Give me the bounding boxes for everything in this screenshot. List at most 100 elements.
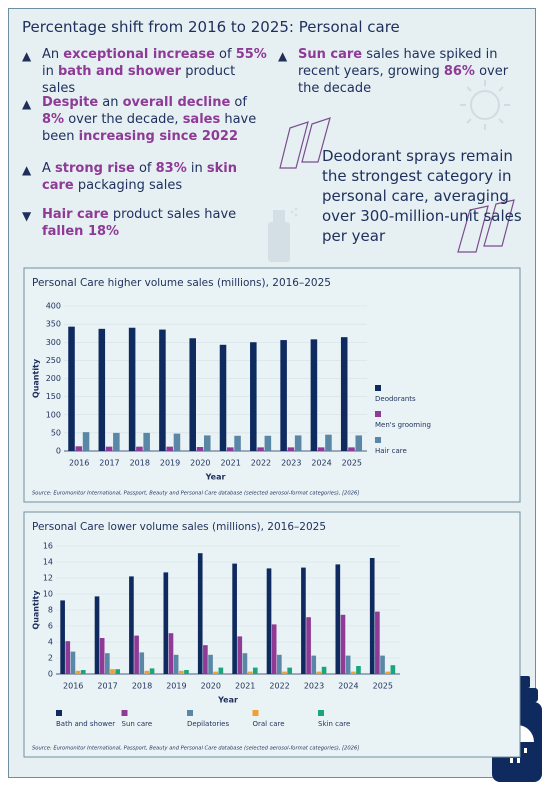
x-tick-label: 2016: [63, 682, 83, 691]
highlight-text: Sun care: [298, 47, 363, 62]
bar: [159, 329, 166, 451]
bar: [355, 435, 363, 451]
bullet-marker: ▲: [22, 97, 32, 111]
bar: [173, 654, 179, 674]
bar: [282, 671, 287, 674]
bar: [168, 633, 174, 674]
x-tick-label: 2024: [338, 682, 358, 691]
bullet-text: over the decade: [298, 64, 509, 96]
bullet-text: of: [214, 47, 236, 62]
y-tick-label: 16: [43, 542, 53, 551]
bar: [105, 653, 110, 674]
y-tick-label: 4: [48, 638, 53, 647]
bar: [317, 447, 325, 451]
quote: Deodorant sprays remain the strongest ca…: [322, 147, 522, 245]
x-tick-label: 2021: [220, 459, 240, 468]
x-axis-label: Year: [205, 473, 226, 482]
bullet-text: over the decade,: [64, 112, 183, 127]
bar: [335, 564, 341, 674]
bar: [271, 624, 277, 674]
bar: [197, 553, 203, 674]
bar: [287, 667, 292, 674]
legend-swatch: [56, 710, 62, 716]
legend-swatch: [318, 710, 324, 716]
highlight-text: overall decline: [122, 95, 231, 110]
bullet-text: packaging sales: [73, 178, 183, 193]
legend-swatch: [187, 710, 193, 716]
y-tick-label: 6: [48, 622, 53, 631]
y-tick-label: 8: [48, 606, 53, 615]
legend-label: Bath and shower: [56, 720, 115, 728]
bar: [385, 671, 391, 674]
bar: [310, 339, 318, 451]
x-tick-label: 2018: [132, 682, 152, 691]
source-note: Source: Euromonitor International, Passp…: [32, 746, 359, 752]
x-tick-label: 2017: [99, 459, 119, 468]
x-tick-label: 2023: [304, 682, 324, 691]
highlight-text: skin care: [42, 161, 237, 193]
bar: [266, 568, 272, 674]
bar: [321, 666, 327, 674]
bar: [213, 671, 219, 674]
bullet-marker: ▼: [22, 209, 32, 223]
y-tick-label: 150: [46, 392, 61, 401]
chart-title: Personal Care higher volume sales (milli…: [32, 277, 331, 289]
x-tick-label: 2019: [160, 459, 180, 468]
legend-swatch: [252, 710, 259, 716]
bar: [166, 446, 173, 451]
x-axis-label: Year: [217, 696, 238, 705]
x-tick-label: 2020: [190, 459, 210, 468]
legend-label: Depilatories: [187, 720, 229, 728]
bar: [136, 446, 143, 451]
bar: [250, 342, 257, 451]
bullet-marker: ▲: [278, 49, 288, 63]
bullet-marker: ▲: [22, 163, 32, 177]
bar: [277, 654, 282, 674]
bar: [68, 326, 75, 451]
x-tick-label: 2025: [342, 459, 362, 468]
bar: [115, 669, 120, 674]
x-tick-label: 2017: [97, 682, 117, 691]
bar: [227, 447, 234, 451]
bar: [252, 667, 258, 674]
bar: [232, 563, 237, 674]
bar: [129, 576, 134, 674]
bar: [184, 670, 189, 674]
y-tick-label: 100: [46, 410, 61, 419]
y-tick-label: 12: [43, 574, 53, 583]
bar: [98, 328, 106, 451]
bar: [196, 447, 204, 451]
bar: [325, 434, 332, 451]
bar: [340, 614, 346, 674]
bar: [144, 670, 150, 674]
highlight-text: strong rise: [55, 161, 135, 176]
legend-label: Sun care: [122, 720, 153, 728]
bar: [311, 655, 317, 674]
bar: [60, 600, 65, 674]
y-tick-label: 2: [48, 654, 53, 663]
legend-swatch: [375, 385, 381, 391]
legend-label: Deodorants: [375, 395, 416, 403]
bar: [110, 669, 115, 674]
y-tick-label: 50: [51, 428, 61, 437]
highlight-text: 86%: [443, 64, 475, 79]
bar: [390, 665, 396, 674]
bar: [340, 337, 348, 451]
highlight-text: 83%: [155, 161, 187, 176]
bar: [189, 338, 196, 451]
page-title: Percentage shift from 2016 to 2025: Pers…: [22, 18, 400, 36]
bullet-text: an: [98, 95, 123, 110]
bar: [356, 666, 361, 674]
bar: [203, 645, 208, 674]
bar: [82, 432, 90, 451]
bar: [70, 651, 76, 674]
bullet: ▲ A strong rise of 83% in skin care packa…: [22, 160, 267, 194]
highlight-text: exceptional increase: [63, 47, 215, 62]
legend-swatch: [121, 710, 128, 716]
bar: [149, 668, 155, 674]
highlight-text: increasing since 2022: [78, 129, 239, 144]
quote-marks: [279, 117, 515, 253]
bar: [242, 653, 248, 674]
x-tick-label: 2025: [373, 682, 393, 691]
chart-panel: [23, 267, 521, 503]
